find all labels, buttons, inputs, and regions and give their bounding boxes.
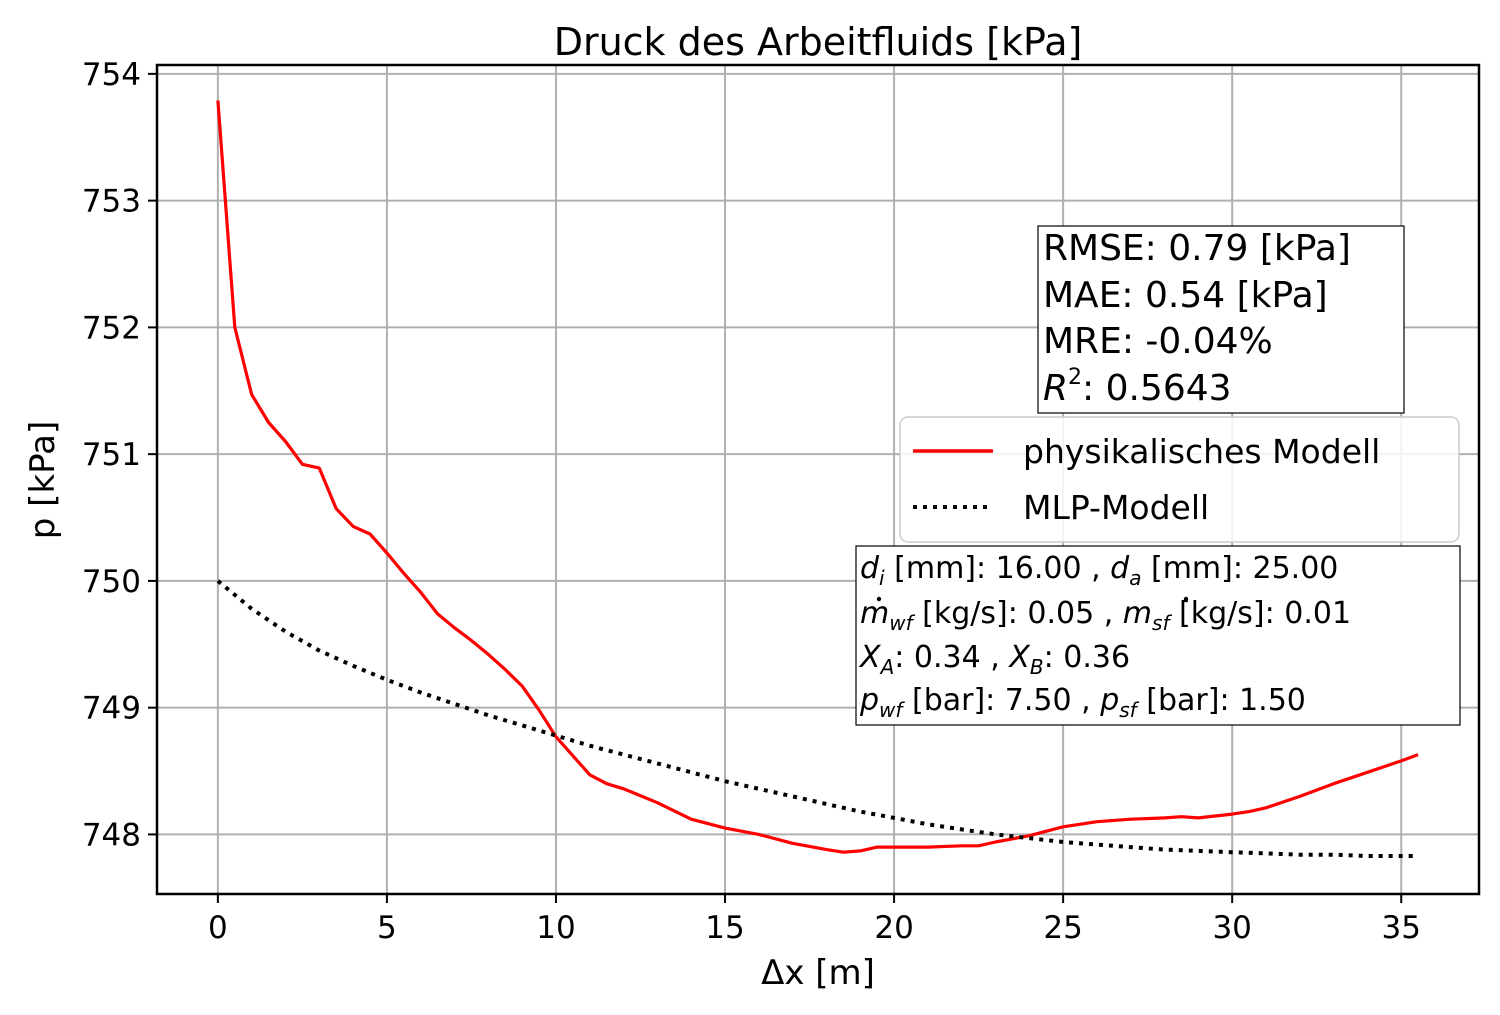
stats-mae: MAE: 0.54 [kPa] (1043, 275, 1328, 316)
param-xb-sub: B (1030, 655, 1044, 679)
param-da-text: [mm]: 25.00 (1141, 551, 1338, 586)
y-axis-label: p [kPa] (23, 421, 63, 539)
x-tick-label: 25 (1043, 910, 1082, 946)
param-pwf-symbol: p (859, 683, 879, 718)
param-di-sub: i (879, 566, 885, 590)
param-xa-text: : 0.34 , (894, 640, 1009, 675)
param-psf-sub: sf (1119, 698, 1139, 722)
x-tick-label: 30 (1212, 910, 1251, 946)
chart-title: Druck des Arbeitfluids [kPa] (554, 20, 1083, 64)
legend-label-mlp: MLP-Modell (1023, 488, 1209, 527)
param-mwf-dot (876, 596, 882, 602)
x-tick-label: 0 (208, 910, 228, 946)
param-msf-text: [kg/s]: 0.01 (1170, 596, 1352, 631)
series-layer (216, 100, 1419, 858)
x-tick-label: 35 (1382, 910, 1421, 946)
stats-r2-symbol: R (1043, 368, 1068, 409)
plot-frame (155, 63, 1481, 896)
param-da-sub: a (1129, 566, 1141, 590)
y-tick-label: 751 (82, 437, 141, 473)
stats-r2-value: : 0.5643 (1082, 368, 1232, 409)
legend-frame (899, 416, 1460, 543)
param-pwf-sub: wf (879, 698, 905, 722)
legend: physikalisches Modell MLP-Modell (899, 416, 1460, 543)
x-tick-label: 20 (874, 910, 913, 946)
param-pwf-text: [bar]: 7.50 , (902, 683, 1100, 718)
stats-box-frame (1037, 225, 1405, 414)
params-line-4: pwf [bar]: 7.50 , psf [bar]: 1.50 (859, 683, 1306, 722)
y-tick-label: 754 (82, 57, 141, 93)
series-physikalisches-modell-line (216, 100, 1419, 854)
param-mwf-symbol: m (860, 596, 889, 631)
series-mlp-modell-line (216, 579, 1415, 858)
y-tick-label: 749 (82, 691, 141, 727)
y-tick-label: 748 (82, 817, 141, 853)
stats-mre: MRE: -0.04% (1043, 321, 1273, 362)
stats-box: RMSE: 0.79 [kPa] MAE: 0.54 [kPa] MRE: -0… (1037, 225, 1405, 414)
y-tick-label: 753 (82, 184, 141, 220)
params-line-2: mwf [kg/s]: 0.05 , msf [kg/s]: 0.01 (860, 596, 1351, 635)
y-tick-label: 750 (82, 564, 141, 600)
param-xb-symbol: X (1007, 640, 1031, 675)
stats-r2-exp: 2 (1068, 365, 1082, 390)
param-da-symbol: d (1110, 551, 1130, 586)
param-msf-dot (1183, 596, 1189, 602)
x-tick-label: 5 (377, 910, 397, 946)
param-psf-text: [bar]: 1.50 (1137, 683, 1306, 718)
params-line-1: di [mm]: 16.00 , da [mm]: 25.00 (860, 551, 1338, 590)
param-di-symbol: d (860, 551, 880, 586)
param-msf-sub: sf (1152, 611, 1172, 635)
legend-label-physical: physikalisches Modell (1023, 432, 1380, 471)
params-line-3: XA: 0.34 , XB: 0.36 (858, 640, 1130, 679)
x-tick-label: 10 (536, 910, 575, 946)
y-tick-label: 752 (82, 310, 141, 346)
param-di-text: [mm]: 16.00 , (885, 551, 1111, 586)
x-tick-label: 15 (705, 910, 744, 946)
param-xa-symbol: X (858, 640, 882, 675)
params-box: di [mm]: 16.00 , da [mm]: 25.00 mwf [kg/… (855, 545, 1461, 726)
params-box-frame (855, 545, 1461, 726)
x-axis-label: Δx [m] (761, 953, 875, 993)
param-psf-symbol: p (1099, 683, 1119, 718)
ticks: 0 5 10 15 20 25 30 35 748 749 750 751 752 753 754 (82, 57, 1421, 946)
stats-rmse: RMSE: 0.79 [kPa] (1043, 228, 1351, 269)
param-msf-symbol: m (1123, 596, 1152, 631)
param-xb-text: : 0.36 (1044, 640, 1130, 675)
param-mwf-sub: wf (889, 611, 915, 635)
param-mwf-text: [kg/s]: 0.05 , (913, 596, 1123, 631)
param-xa-sub: A (879, 655, 895, 679)
stats-r2: R2: 0.5643 (1043, 365, 1232, 409)
